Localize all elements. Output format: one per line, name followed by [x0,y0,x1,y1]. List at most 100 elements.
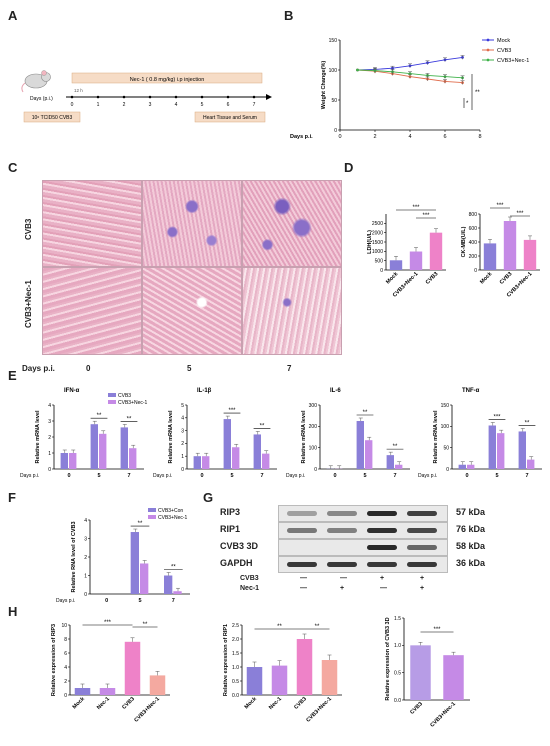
significance-label: ** [393,444,398,450]
bar [164,575,173,594]
y-axis-label: Weight Change(%) [321,61,327,110]
bar [202,456,210,469]
row-label-cvb3: CVB3 [24,218,33,240]
timeline-tick-mark [174,95,178,99]
histology-image [142,180,242,267]
blot-band [367,545,397,550]
western-blot-panel: RIP3 57 kDa RIP1 76 kDa CVB3 3D 58 kDa GAPDH 36… [220,505,540,610]
bar [321,660,338,695]
blot-lane-row-label: Nec-1 [240,585,260,592]
bar [129,448,137,469]
blot-lane-sign: — [380,585,387,592]
y-axis-label: Relative mRNA level [168,410,174,463]
y-tick-label: 100 [441,424,450,430]
significance-label: ** [143,622,148,628]
bar [124,641,141,695]
bar [467,464,475,469]
timeline-tick-mark [122,95,126,99]
timeline-tick-label: 3 [149,102,152,108]
treatment-bar [71,72,263,84]
blot-band [287,511,317,516]
cvb3-rna-chart: 0 1 2 3 4 Relative RNA level of CVB3 0 5 7 Days p… [56,508,190,604]
y-tick-label: 2 [181,441,184,447]
x-tick-label: 7 [525,473,528,479]
y-axis-label: Relative expression of RIP3 [51,624,57,696]
x-tick-label: CVB3+Nec-1 [133,696,160,723]
timeline-ticks: 0 1 2 3 4 5 6 7 [71,95,256,108]
x-tick-label: Nec-1 [96,696,111,711]
y-tick-label: 2.0 [232,637,239,643]
panel-label-h: H [8,604,18,619]
treatment-label: Nec-1 ( 0.8 mg/kg) i.p injection [130,77,205,83]
blot-kda-label: 76 kDa [456,524,486,534]
significance-label: *** [412,205,420,211]
bar [149,675,166,695]
bar [429,232,443,270]
x-tick-label: 0 [465,473,468,479]
legend-swatch [108,393,116,397]
blot-lane-sign: + [340,585,345,592]
timeline-tick-label: 0 [71,102,74,108]
blot-band [327,511,357,516]
timeline-offset-label: 12 h [74,88,83,93]
significance-label: ** [363,410,368,416]
histology-image [242,180,342,267]
y-tick-label: 1 [84,573,87,579]
x-tick-label: 2 [373,134,376,140]
y-tick-label: 0 [334,128,337,134]
legend-marker [486,48,490,52]
legend-label: CVB3+Nec-1 [158,515,188,521]
bar [223,419,231,469]
bar [90,424,98,469]
histology-day-7: 7 [287,364,292,373]
y-axis-label: Relative expression of CVB3 3D [385,617,391,700]
y-tick-label: 3 [84,536,87,542]
chart-title: IL-6 [330,388,341,394]
blot-strip [278,505,448,522]
infection-box [23,111,81,123]
significance-label: ** [525,420,530,426]
blot-band [327,562,357,567]
y-tick-label: 0 [84,592,87,598]
significance-label: *** [228,408,236,414]
blot-band [407,511,437,516]
y-axis-label: Relative RNA level of CVB3 [71,521,77,592]
x-tick-label: 7 [393,473,396,479]
significance-label: ** [315,624,320,630]
y-tick-label: 50 [331,98,337,104]
x-tick-label: CVB3 [409,701,424,716]
x-tick-label: 7 [127,473,130,479]
x-tick-label: 7 [260,473,263,479]
y-tick-label: 0 [64,693,67,699]
bar [410,645,431,700]
bar [389,260,403,270]
legend-label: CVB3+Nec-1 [118,400,148,406]
y-tick-label: 0 [48,467,51,473]
timeline-diagram: Nec-1 ( 0.8 mg/kg) i.p injection Days (p… [21,70,272,123]
y-tick-label: 0.0 [394,698,401,704]
legend-label: CVB3 [118,393,131,399]
x-tick-label: CVB3+Nec-1 [305,696,332,723]
y-tick-label: 1.5 [232,651,239,657]
y-tick-label: 8 [64,637,67,643]
blot-kda-label: 36 kDa [456,558,486,568]
timeline-tick-mark [96,95,100,99]
legend-marker [486,58,490,62]
y-tick-label: 1 [181,454,184,460]
x-tick-label: CVB3+Nec-1 [429,701,456,728]
x-tick-label: 6 [443,134,446,140]
x-tick-label: 4 [408,134,411,140]
timeline-tick-label: 2 [123,102,126,108]
x-tick-label: CVB3 [499,271,514,286]
y-tick-label: 200 [309,424,318,430]
legend-swatch [108,400,116,404]
timeline-tick-label: 7 [253,102,256,108]
x-tick-label: Mock [244,696,259,711]
blot-band [367,511,397,516]
y-tick-label: 100 [309,445,318,451]
blot-band [407,528,437,533]
x-tick-label: 8 [478,134,481,140]
